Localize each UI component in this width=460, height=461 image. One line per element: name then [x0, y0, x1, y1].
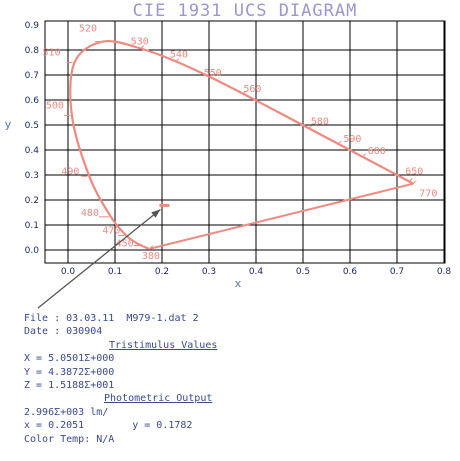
y-tick-label: 0.8 [25, 46, 40, 56]
wavelength-tick [175, 58, 180, 62]
wavelength-label: 600 [368, 146, 386, 157]
wavelength-tick [243, 90, 247, 95]
y-axis-label: y [5, 118, 12, 131]
wavelength-label: 380 [142, 251, 160, 262]
date-line: Date : 030904 [24, 326, 103, 338]
tristimulus-y: Y = 4.3872Σ+000 [24, 366, 115, 378]
measurement-group [37, 203, 170, 309]
x-tick-label: 0.6 [343, 267, 358, 277]
wavelength-label: 590 [343, 134, 361, 145]
y-tick-label: 0.7 [25, 71, 39, 81]
lumen-line: 2.996Σ+003 lm/ [24, 406, 109, 418]
wavelength-tick [149, 245, 154, 250]
wavelength-tick [209, 73, 214, 78]
tristimulus-x: X = 5.0501Σ+000 [24, 353, 115, 365]
wavelength-tick [362, 153, 367, 158]
y-tick-label: 0.4 [25, 146, 40, 156]
info-panel: File : 03.03.11 M979-1.dat 2 Date : 0309… [24, 312, 444, 446]
color-temp-line: Color Temp: N/A [24, 433, 115, 445]
wavelength-tick [412, 180, 417, 185]
wavelength-tick [140, 45, 145, 49]
wavelength-label: 560 [243, 84, 261, 95]
chart-title: CIE 1931 UCS DIAGRAM [133, 1, 358, 21]
x-tick-label: 0.7 [390, 267, 404, 277]
chromaticity-line: x = 0.2051 y = 0.1782 [24, 419, 444, 432]
wavelength-label: 520 [79, 24, 97, 35]
spectral-locus [69, 39, 414, 250]
pointer-arrow-shaft [37, 208, 161, 309]
wavelength-label: 490 [61, 166, 79, 177]
purple-line [149, 182, 414, 250]
chromaticity-x: x = 0.2051 [24, 420, 85, 432]
wavelength-tick [408, 178, 413, 182]
wavelength-label: 770 [419, 189, 437, 200]
tristimulus-header: Tristimulus Values [109, 339, 218, 351]
y-tick-label: 0.2 [25, 196, 39, 206]
wavelength-label: 480 [81, 208, 99, 219]
wavelength-label: 510 [43, 47, 61, 58]
wavelength-label: 530 [131, 37, 149, 48]
wavelength-label: 550 [204, 68, 222, 79]
wavelength-tick [308, 124, 313, 129]
wavelength-label: 540 [170, 49, 188, 60]
y-tick-labels: 0.0 0.1 0.2 0.3 0.4 0.5 0.6 0.7 0.8 0.9 [25, 21, 40, 256]
chromaticity-y: y = 0.1782 [132, 420, 193, 432]
y-tick-label: 0.1 [25, 221, 39, 231]
plot-frame [44, 20, 446, 264]
wavelength-label: 450 [116, 239, 134, 250]
x-tick-label: 0.5 [296, 267, 310, 277]
photometric-header: Photometric Output [104, 393, 213, 405]
x-tick-label: 0.3 [202, 267, 216, 277]
x-tick-label: 0.0 [61, 267, 76, 277]
x-axis-label: x [235, 277, 242, 290]
cie-chart: CIE 1931 UCS DIAGRAM 0.0 0.1 0.2 0.3 0.4 0.5 0… [5, 1, 452, 309]
y-tick-label: 0.5 [25, 121, 39, 131]
pointer-arrow-head [151, 209, 161, 218]
wavelength-label: 470 [102, 226, 120, 237]
y-tick-label: 0.6 [25, 96, 40, 106]
wavelength-label: 500 [46, 100, 64, 111]
y-tick-label: 0.9 [25, 21, 40, 31]
y-tick-label: 0.3 [25, 171, 39, 181]
y-tick-label: 0.0 [25, 246, 40, 256]
x-tick-label: 0.8 [437, 267, 452, 277]
wavelength-label: 580 [311, 116, 329, 127]
x-tick-labels: 0.0 0.1 0.2 0.3 0.4 0.5 0.6 0.7 0.8 [61, 267, 452, 277]
file-line: File : 03.03.11 M979-1.dat 2 [24, 313, 199, 324]
spectral-locus-group [69, 39, 414, 250]
x-tick-label: 0.2 [155, 267, 169, 277]
x-tick-label: 0.4 [249, 267, 264, 277]
wavelength-tick [337, 140, 342, 145]
x-tick-label: 0.1 [108, 267, 122, 277]
wavelength-label: 650 [405, 167, 423, 178]
tristimulus-z: Z = 1.5188Σ+001 [24, 379, 115, 391]
